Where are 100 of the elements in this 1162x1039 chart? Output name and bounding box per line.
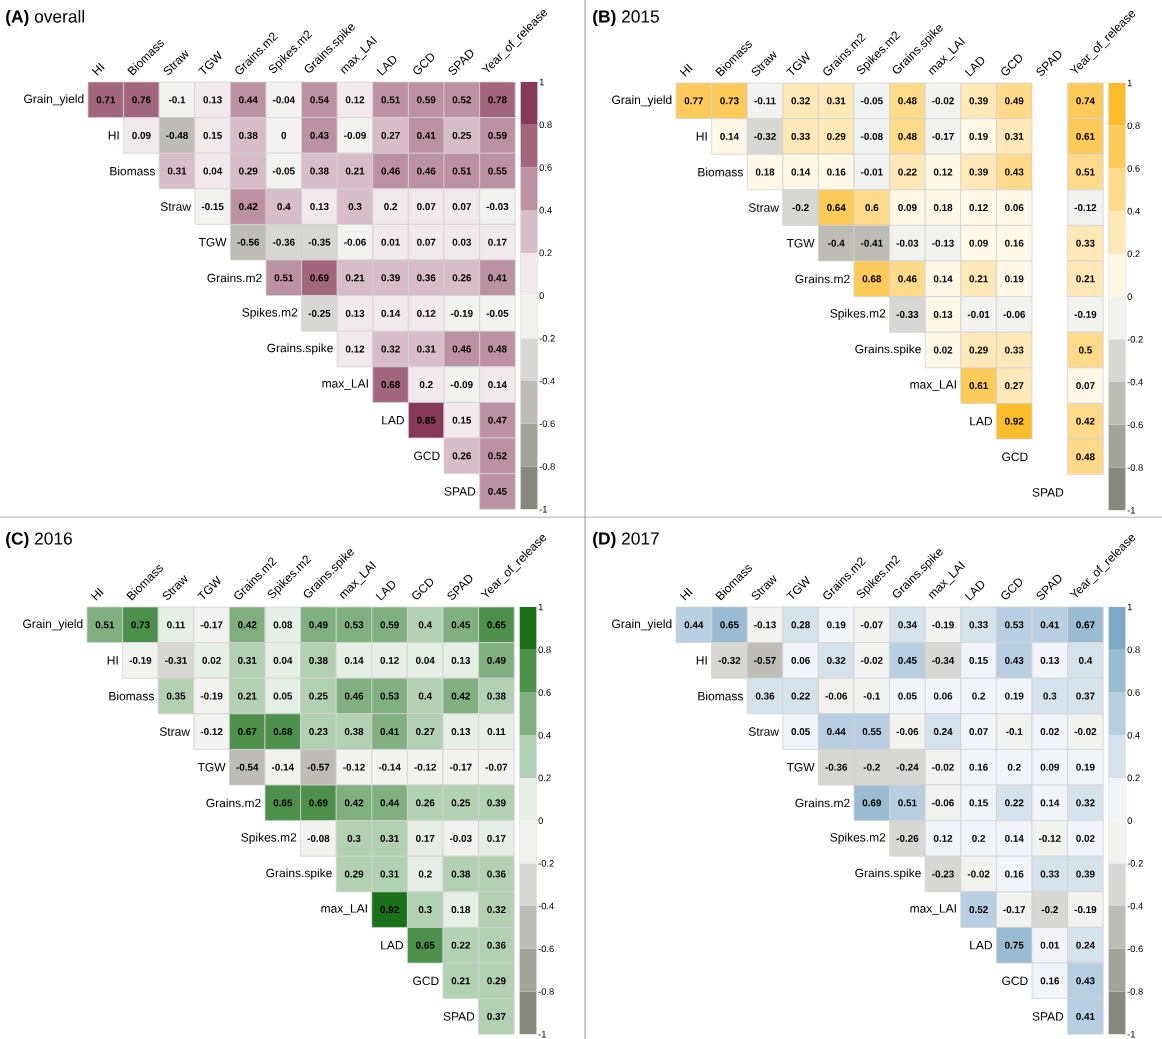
data-label: 0.46 — [417, 167, 436, 175]
data-label: 0.52 — [969, 906, 988, 914]
data-label: 0.07 — [452, 203, 471, 211]
data-label: 0.13 — [451, 728, 471, 736]
data-label: -0.4 — [828, 239, 845, 247]
data-label: 0.31 — [417, 345, 436, 353]
y-tick-label: Grain_yield — [24, 94, 84, 106]
data-label: 0.03 — [452, 238, 472, 246]
data-label: 0.16 — [969, 763, 988, 771]
data-label: 0.36 — [417, 274, 436, 282]
data-label: -0.08 — [307, 834, 330, 842]
data-label: 0.38 — [310, 167, 329, 175]
data-label: 0.53 — [1005, 621, 1024, 629]
data-label: 0.48 — [1076, 453, 1095, 461]
data-label: 0.35 — [166, 692, 186, 700]
data-label: 0.41 — [488, 274, 507, 282]
color-bar-label: 0.2 — [1127, 774, 1140, 782]
color-bar-label: 0 — [538, 817, 543, 824]
x-tick-label: HI — [679, 63, 693, 77]
data-label: -0.08 — [860, 132, 883, 140]
data-label: 0.11 — [167, 621, 186, 629]
data-label: 0.01 — [381, 238, 400, 246]
data-label: 0.32 — [1076, 799, 1095, 807]
data-label: 0.04 — [416, 656, 435, 664]
data-label: 0.01 — [1040, 941, 1060, 949]
data-label: 0.51 — [452, 167, 472, 175]
color-bar-label: 0 — [1127, 817, 1132, 824]
data-label: -0.06 — [896, 728, 919, 736]
data-label: 0.02 — [202, 656, 221, 664]
data-label: -0.54 — [236, 763, 259, 771]
data-label: 0.16 — [827, 168, 846, 176]
data-label: 0.04 — [273, 656, 293, 664]
data-label: 0.15 — [969, 656, 988, 664]
data-label: 0.53 — [344, 621, 364, 629]
data-label: 0.25 — [452, 131, 472, 139]
data-label: -0.25 — [308, 309, 331, 317]
data-label: 0.25 — [309, 692, 328, 700]
data-label: 0.17 — [487, 834, 506, 842]
color-bar-label: -1 — [538, 1031, 546, 1038]
data-label: -0.14 — [378, 763, 401, 771]
y-tick-label: Grain_yield — [612, 619, 672, 631]
data-label: 0.02 — [1040, 728, 1060, 736]
data-label: 0.22 — [791, 692, 810, 700]
data-label: 0.07 — [417, 238, 436, 246]
data-label: 0.38 — [239, 131, 258, 139]
data-label: -0.09 — [450, 381, 473, 389]
data-label: 0.65 — [416, 941, 435, 949]
data-label: 0.21 — [451, 977, 471, 985]
data-label: -0.12 — [1038, 834, 1061, 842]
data-label: -0.17 — [932, 132, 954, 140]
color-bar-label: -1 — [1127, 1031, 1135, 1038]
data-label: 0.36 — [487, 941, 506, 949]
data-label: 0.65 — [273, 799, 293, 807]
data-label: 0.29 — [487, 977, 506, 985]
y-tick-label: Biomass — [698, 691, 743, 701]
data-label: 0.55 — [488, 167, 507, 175]
data-label: 0.13 — [451, 656, 471, 664]
data-label: -0.11 — [754, 97, 776, 105]
data-label: -0.17 — [200, 621, 223, 629]
data-label: -0.2 — [792, 204, 809, 212]
data-label: 0.21 — [969, 275, 988, 283]
y-tick-label: HI — [696, 656, 707, 665]
data-label: 0.14 — [1040, 799, 1060, 807]
color-bar-label: 0.2 — [538, 774, 551, 782]
data-label: -0.12 — [200, 728, 223, 736]
color-bar-label: -1 — [539, 506, 547, 513]
data-label: 0.04 — [203, 167, 223, 175]
x-tick-label: HI — [90, 587, 104, 601]
data-label: -0.03 — [896, 239, 919, 247]
color-bar-label: 1 — [539, 78, 544, 86]
y-tick-label: HI — [108, 131, 119, 140]
data-label: 0.24 — [933, 728, 953, 736]
data-label: -0.06 — [932, 799, 954, 807]
data-label: 0.44 — [239, 96, 258, 104]
data-label: 0.29 — [827, 132, 846, 140]
data-label: 0.27 — [416, 728, 435, 736]
data-label: 0.45 — [451, 621, 471, 629]
data-label: -0.2 — [1041, 906, 1058, 914]
data-label: 0.2 — [418, 870, 432, 878]
data-label: 0.59 — [417, 96, 436, 104]
data-label: -0.1 — [168, 96, 186, 104]
data-label: 0.48 — [488, 345, 507, 353]
data-label: 0.73 — [131, 621, 150, 629]
data-label: 0.16 — [1040, 977, 1060, 985]
data-label: 0.07 — [1076, 382, 1095, 390]
data-label: 0.69 — [862, 799, 882, 807]
data-label: 0.65 — [720, 621, 739, 629]
data-label: -0.34 — [932, 656, 955, 664]
chart-title: (B) 2015 — [593, 9, 659, 27]
data-label: -0.36 — [272, 238, 295, 246]
data-label: 0.43 — [1005, 656, 1024, 664]
data-label: 0.29 — [239, 167, 258, 175]
data-label: -0.31 — [165, 656, 187, 664]
data-label: 0.33 — [969, 621, 988, 629]
data-label: 0.24 — [1076, 941, 1095, 949]
data-label: 0.45 — [898, 656, 917, 664]
data-label: 0.41 — [380, 728, 399, 736]
data-label: 0.37 — [1076, 692, 1095, 700]
color-bar-label: 0 — [1127, 293, 1132, 300]
data-label: 0.22 — [451, 941, 471, 949]
